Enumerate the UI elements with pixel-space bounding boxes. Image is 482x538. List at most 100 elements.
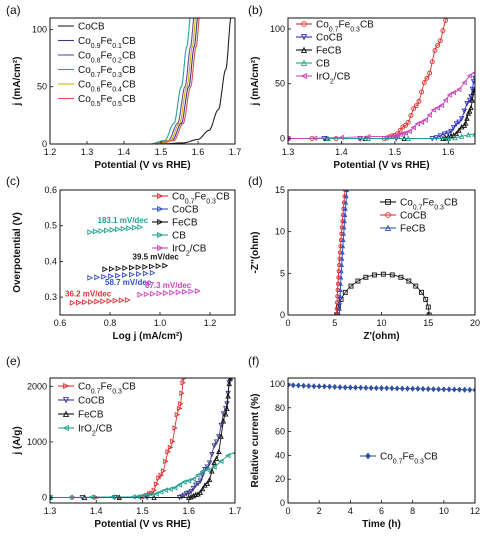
tafel-point-2 [115, 265, 122, 272]
legend-label-e-0-part: CB [122, 382, 136, 393]
x-tick-label-e: 1.4 [90, 506, 103, 516]
nyquist-curve-1 [336, 190, 346, 315]
legend-label-d-0-part: Co [400, 198, 413, 209]
series-point-f-0 [327, 383, 332, 390]
nyquist-point-2 [344, 190, 350, 193]
legend-label-a-3: Co0.7Fe0.3CB [78, 65, 136, 79]
series-point-e-0 [153, 481, 160, 487]
legend-label-a-0-part: CoCB [78, 22, 105, 33]
y-tick-label-f: 40 [275, 450, 285, 460]
series-point-b-0 [419, 89, 425, 95]
legend-label-b-4-part: IrO [316, 72, 330, 83]
series-point-b-0 [397, 127, 403, 133]
tafel-point-2 [102, 266, 109, 273]
nyquist-point-0 [425, 304, 431, 310]
legend-label-a-2-part: CB [122, 51, 136, 62]
panel-label-e: (e) [6, 354, 21, 368]
series-point-b-4 [365, 133, 371, 140]
series-point-b-0 [408, 113, 414, 118]
series-point-f-0 [347, 384, 353, 391]
y-tick-label-f: 60 [275, 427, 285, 437]
tafel-point-4 [175, 289, 182, 296]
series-point-b-3 [325, 135, 331, 141]
series-point-f-0 [436, 386, 442, 393]
series-point-e-2 [213, 455, 220, 462]
y-tick-label-d: 5 [280, 268, 285, 278]
series-point-b-1 [441, 131, 448, 137]
panel-label-f: (f) [248, 354, 259, 368]
legend-marker-e-0 [63, 382, 70, 390]
legend-marker-b-0 [301, 21, 307, 27]
series-point-f-0 [290, 382, 296, 389]
legend-label-a-2-part: Co [78, 51, 91, 62]
series-point-b-2 [453, 130, 460, 137]
legend-marker-c-4 [157, 244, 164, 252]
tafel-point-3 [126, 225, 133, 232]
x-axis-label-f: Time (h) [362, 519, 401, 530]
series-point-e-0 [151, 487, 158, 493]
y-tick-label-b: 50 [275, 79, 285, 89]
x-tick-label-f: 8 [410, 506, 415, 516]
legend-label-a-3-part: Fe [101, 65, 113, 76]
series-point-b-0 [403, 122, 408, 128]
series-point-b-4 [418, 119, 425, 125]
legend-label-e-1: CoCB [78, 396, 105, 407]
series-point-f-0 [332, 383, 338, 391]
tafel-point-4 [182, 288, 188, 295]
x-tick-label-a: 1.2 [44, 147, 57, 157]
series-point-f-0 [462, 386, 467, 393]
series-point-e-1 [197, 478, 204, 484]
series-point-e-3 [144, 492, 150, 498]
series-point-b-3 [458, 133, 465, 139]
nyquist-point-2 [340, 249, 345, 255]
legend-a: CoCBCo0.9Fe0.1CBCo0.8Fe0.2CBCo0.7Fe0.3CB… [58, 22, 136, 108]
legend-label-c-1-part: CoCB [172, 205, 199, 216]
series-point-b-4 [402, 130, 408, 136]
tafel-point-0 [118, 297, 125, 304]
tafel-point-0 [88, 298, 95, 305]
plot-frame-c [59, 189, 236, 316]
series-point-e-2 [216, 448, 222, 455]
nyquist-point-2 [337, 293, 343, 299]
tafel-point-3 [115, 226, 121, 233]
x-tick-label-a: 1.4 [118, 147, 131, 157]
legend-label-e-3-part: /CB [96, 424, 113, 435]
legend-label-a-4-part: CB [122, 80, 136, 91]
plot-frame-e [49, 377, 236, 504]
tafel-point-2 [142, 263, 149, 270]
tafel-point-1 [87, 274, 94, 281]
legend-label-c-0-part: CB [216, 192, 230, 203]
x-tick-label-e: 1.3 [44, 506, 57, 516]
tafel-point-0 [94, 298, 101, 305]
tafel-point-1 [108, 273, 115, 280]
series-point-e-1 [186, 490, 192, 497]
nyquist-curve-0 [337, 273, 430, 315]
series-point-f-0 [373, 384, 379, 392]
x-tick-label-d: 20 [470, 318, 480, 328]
tafel-point-0 [106, 298, 113, 304]
x-tick-label-d: 0 [285, 318, 290, 328]
series-point-f-0 [311, 383, 317, 390]
series-point-e-1 [213, 439, 220, 445]
series-line-b-1 [288, 77, 475, 139]
legend-label-c-3-part: CB [172, 231, 186, 242]
series-point-e-0 [158, 472, 165, 478]
legend-label-c-2: FeCB [172, 218, 198, 229]
series-point-e-3 [88, 494, 95, 500]
legend-label-e-0-sub: 0.7 [91, 388, 101, 395]
x-tick-label-c: 0.6 [54, 318, 67, 328]
legend-label-a-1: Co0.9Fe0.1CB [78, 36, 136, 50]
series-point-e-1 [211, 443, 217, 449]
plot-frame-d [287, 189, 476, 316]
nyquist-point-2 [338, 274, 344, 280]
series-point-e-0 [172, 425, 178, 431]
series-point-f-0 [441, 386, 447, 393]
tafel-point-1 [149, 269, 156, 276]
series-point-e-3 [194, 472, 201, 478]
series-point-e-3 [171, 485, 178, 491]
legend-label-a-4-part: Co [78, 80, 91, 91]
legend-marker-c-0 [157, 192, 164, 200]
tafel-point-3 [109, 226, 116, 233]
y-axis-label-e: j (A/g) [12, 426, 23, 455]
